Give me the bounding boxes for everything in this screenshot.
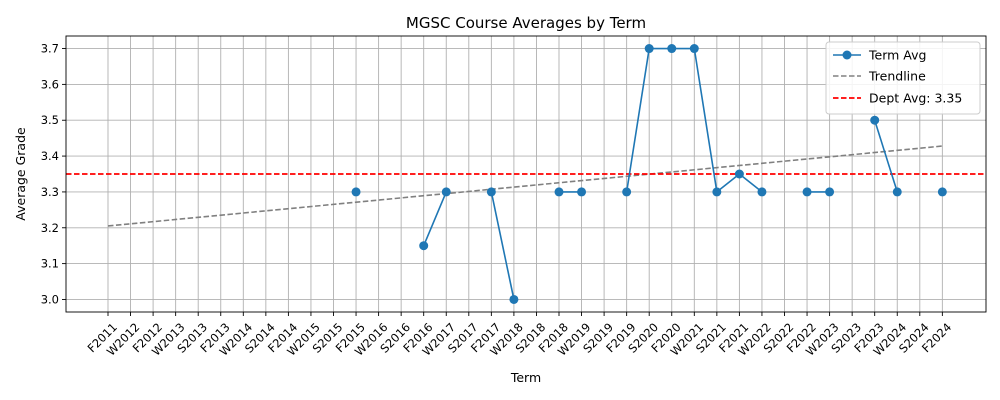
chart-title: MGSC Course Averages by Term bbox=[406, 14, 646, 32]
term-avg-point bbox=[667, 44, 677, 54]
term-avg-point bbox=[734, 169, 744, 179]
term-avg-point bbox=[892, 187, 902, 197]
legend-term-avg-label: Term Avg bbox=[868, 48, 926, 63]
term-avg-line-segment bbox=[422, 191, 447, 246]
term-avg-layer bbox=[351, 44, 947, 304]
legend-box bbox=[825, 41, 981, 115]
legend-trendline-label: Trendline bbox=[868, 69, 926, 84]
term-avg-point bbox=[351, 187, 361, 197]
y-tick-labels: 3.0 3.1 3.2 3.3 3.4 3.5 3.6 3.7 bbox=[41, 42, 66, 306]
x-tick-labels: F2011W2012F2012W2013S2013F2013W2014S2014… bbox=[85, 312, 954, 359]
y-tick-label: 3.3 bbox=[41, 185, 59, 199]
y-tick-label: 3.4 bbox=[41, 149, 59, 163]
trendline bbox=[107, 145, 943, 227]
term-avg-line-segment bbox=[873, 119, 899, 193]
term-avg-point bbox=[757, 187, 767, 197]
y-tick-label: 3.2 bbox=[41, 221, 59, 235]
term-avg-line-segment bbox=[490, 191, 515, 300]
y-tick-label: 3.7 bbox=[41, 42, 59, 56]
trendline-layer bbox=[107, 145, 943, 227]
term-avg-point bbox=[644, 44, 654, 54]
y-tick-label: 3.1 bbox=[41, 257, 59, 271]
term-avg-point bbox=[825, 187, 835, 197]
term-avg-point bbox=[577, 187, 587, 197]
term-avg-point bbox=[509, 294, 519, 304]
term-avg-point bbox=[419, 241, 429, 251]
term-avg-point bbox=[622, 187, 632, 197]
x-axis-label: Term bbox=[510, 370, 541, 385]
y-tick-label: 3.5 bbox=[41, 113, 59, 127]
legend-dept-avg-label: Dept Avg: 3.35 bbox=[869, 91, 962, 106]
legend: Term Avg Trendline Dept Avg: 3.35 bbox=[825, 41, 981, 115]
term-avg-point bbox=[802, 187, 812, 197]
term-avg-point bbox=[689, 44, 699, 54]
term-avg-point bbox=[486, 187, 496, 197]
term-avg-point bbox=[712, 187, 722, 197]
term-avg-point bbox=[870, 115, 880, 125]
plot-frame bbox=[65, 35, 987, 313]
term-avg-point bbox=[554, 187, 564, 197]
y-tick-label: 3.0 bbox=[41, 292, 59, 306]
term-avg-point bbox=[937, 187, 947, 197]
y-tick-label: 3.6 bbox=[41, 77, 59, 91]
legend-term-avg-marker bbox=[842, 50, 852, 60]
term-avg-point bbox=[441, 187, 451, 197]
y-axis-label: Average Grade bbox=[13, 127, 28, 221]
